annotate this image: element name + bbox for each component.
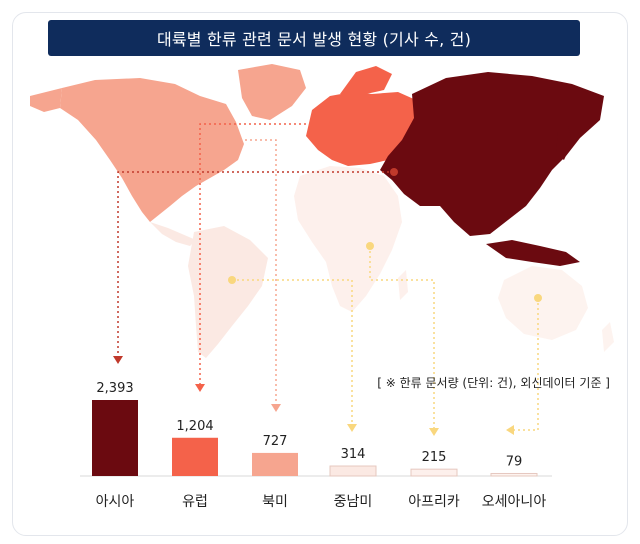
value-label-4: 215 (422, 450, 447, 465)
map-greenland (238, 64, 306, 120)
category-label-3: 중남미 (334, 494, 373, 510)
map-australia (498, 266, 588, 340)
map-asia (380, 72, 604, 236)
category-label-2: 북미 (262, 494, 288, 510)
bar-1 (172, 437, 218, 476)
arrowhead-north-america (271, 404, 281, 412)
arrowhead-africa (429, 428, 439, 436)
category-label-1: 유럽 (182, 494, 208, 510)
bar-5 (490, 472, 538, 477)
value-label-3: 314 (341, 447, 366, 462)
map-japan (556, 126, 572, 160)
unit-note: [ ※ 한류 문서량 (단위: 건), 외신데이터 기준 ] (377, 376, 610, 390)
map-north-america (60, 78, 244, 222)
bar-2 (252, 452, 298, 476)
connector-europe (199, 123, 366, 384)
connector-north-america (150, 139, 277, 404)
bar-0 (92, 400, 138, 476)
value-label-5: 79 (506, 454, 523, 469)
map-scandinavia (340, 66, 392, 94)
map-indonesia (486, 240, 580, 266)
map-europe (306, 92, 420, 166)
marker-oceania (534, 294, 542, 302)
category-label-5: 오세아니아 (482, 494, 547, 510)
connector-africa (369, 246, 435, 428)
arrowhead-latin-america (347, 424, 357, 432)
connector-asia (117, 171, 394, 356)
arrowhead-oceania (506, 425, 514, 435)
map-central-america (150, 222, 196, 246)
marker-africa (366, 242, 374, 250)
map-south-america (188, 226, 268, 358)
bar-3 (329, 465, 377, 477)
value-label-1: 1,204 (176, 419, 213, 434)
connector-oceania (514, 298, 539, 431)
value-label-0: 2,393 (96, 381, 133, 396)
map-africa (294, 166, 402, 312)
bar-4 (410, 468, 458, 477)
arrowhead-europe (195, 384, 205, 392)
map-new-zealand (602, 322, 614, 352)
map-alaska (30, 88, 62, 112)
category-label-4: 아프리카 (408, 494, 460, 510)
category-label-0: 아시아 (96, 494, 135, 510)
marker-asia (390, 168, 398, 176)
value-label-2: 727 (263, 434, 288, 449)
marker-latin-america (228, 276, 236, 284)
chart-title: 대륙별 한류 관련 문서 발생 현황 (기사 수, 건) (48, 20, 580, 56)
arrowhead-asia (113, 356, 123, 364)
map-madagascar (398, 270, 408, 300)
connector-latin-america (232, 279, 353, 424)
